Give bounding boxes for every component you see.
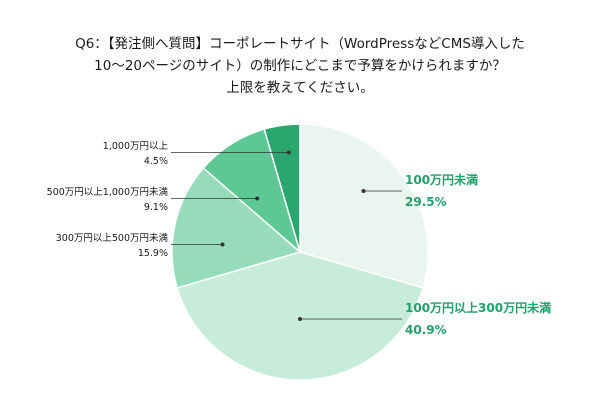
slice-label: 100万円未満 bbox=[405, 172, 478, 187]
pie-slice bbox=[263, 123, 301, 253]
chart-title: Q6：【発注側へ質問】コーポレートサイト（WordPressなどCMS導入した … bbox=[0, 33, 600, 99]
chart-title-line-2: 10〜20ページのサイト）の制作にどこまで予算をかけられますか？ bbox=[94, 58, 506, 74]
chart-title-line-3: 上限を教えてください。 bbox=[226, 80, 374, 96]
pie-slice bbox=[299, 123, 429, 289]
leader-dot bbox=[255, 196, 260, 201]
leader-dot bbox=[220, 242, 225, 247]
leader-dot bbox=[286, 150, 291, 155]
slice-value-label: 9.1% bbox=[144, 202, 168, 213]
pie-slice bbox=[171, 166, 302, 289]
leader-dot bbox=[298, 317, 302, 321]
slice-value-label: 29.5% bbox=[405, 195, 447, 209]
slice-label: 1,000万円以上 bbox=[103, 141, 169, 152]
chart-title-line-1: Q6：【発注側へ質問】コーポレートサイト（WordPressなどCMS導入した bbox=[75, 36, 525, 52]
slice-label: 300万円以上500万円未満 bbox=[56, 232, 169, 244]
leader-dot bbox=[361, 189, 366, 193]
slice-label: 100万円以上300万円未満 bbox=[405, 300, 551, 315]
pie-slice bbox=[176, 251, 424, 381]
slice-label: 500万円以上1,000万円未満 bbox=[47, 186, 169, 198]
slice-value-label: 15.9% bbox=[138, 248, 168, 259]
slice-value-label: 4.5% bbox=[144, 156, 168, 167]
slice-value-label: 40.9% bbox=[405, 323, 447, 337]
